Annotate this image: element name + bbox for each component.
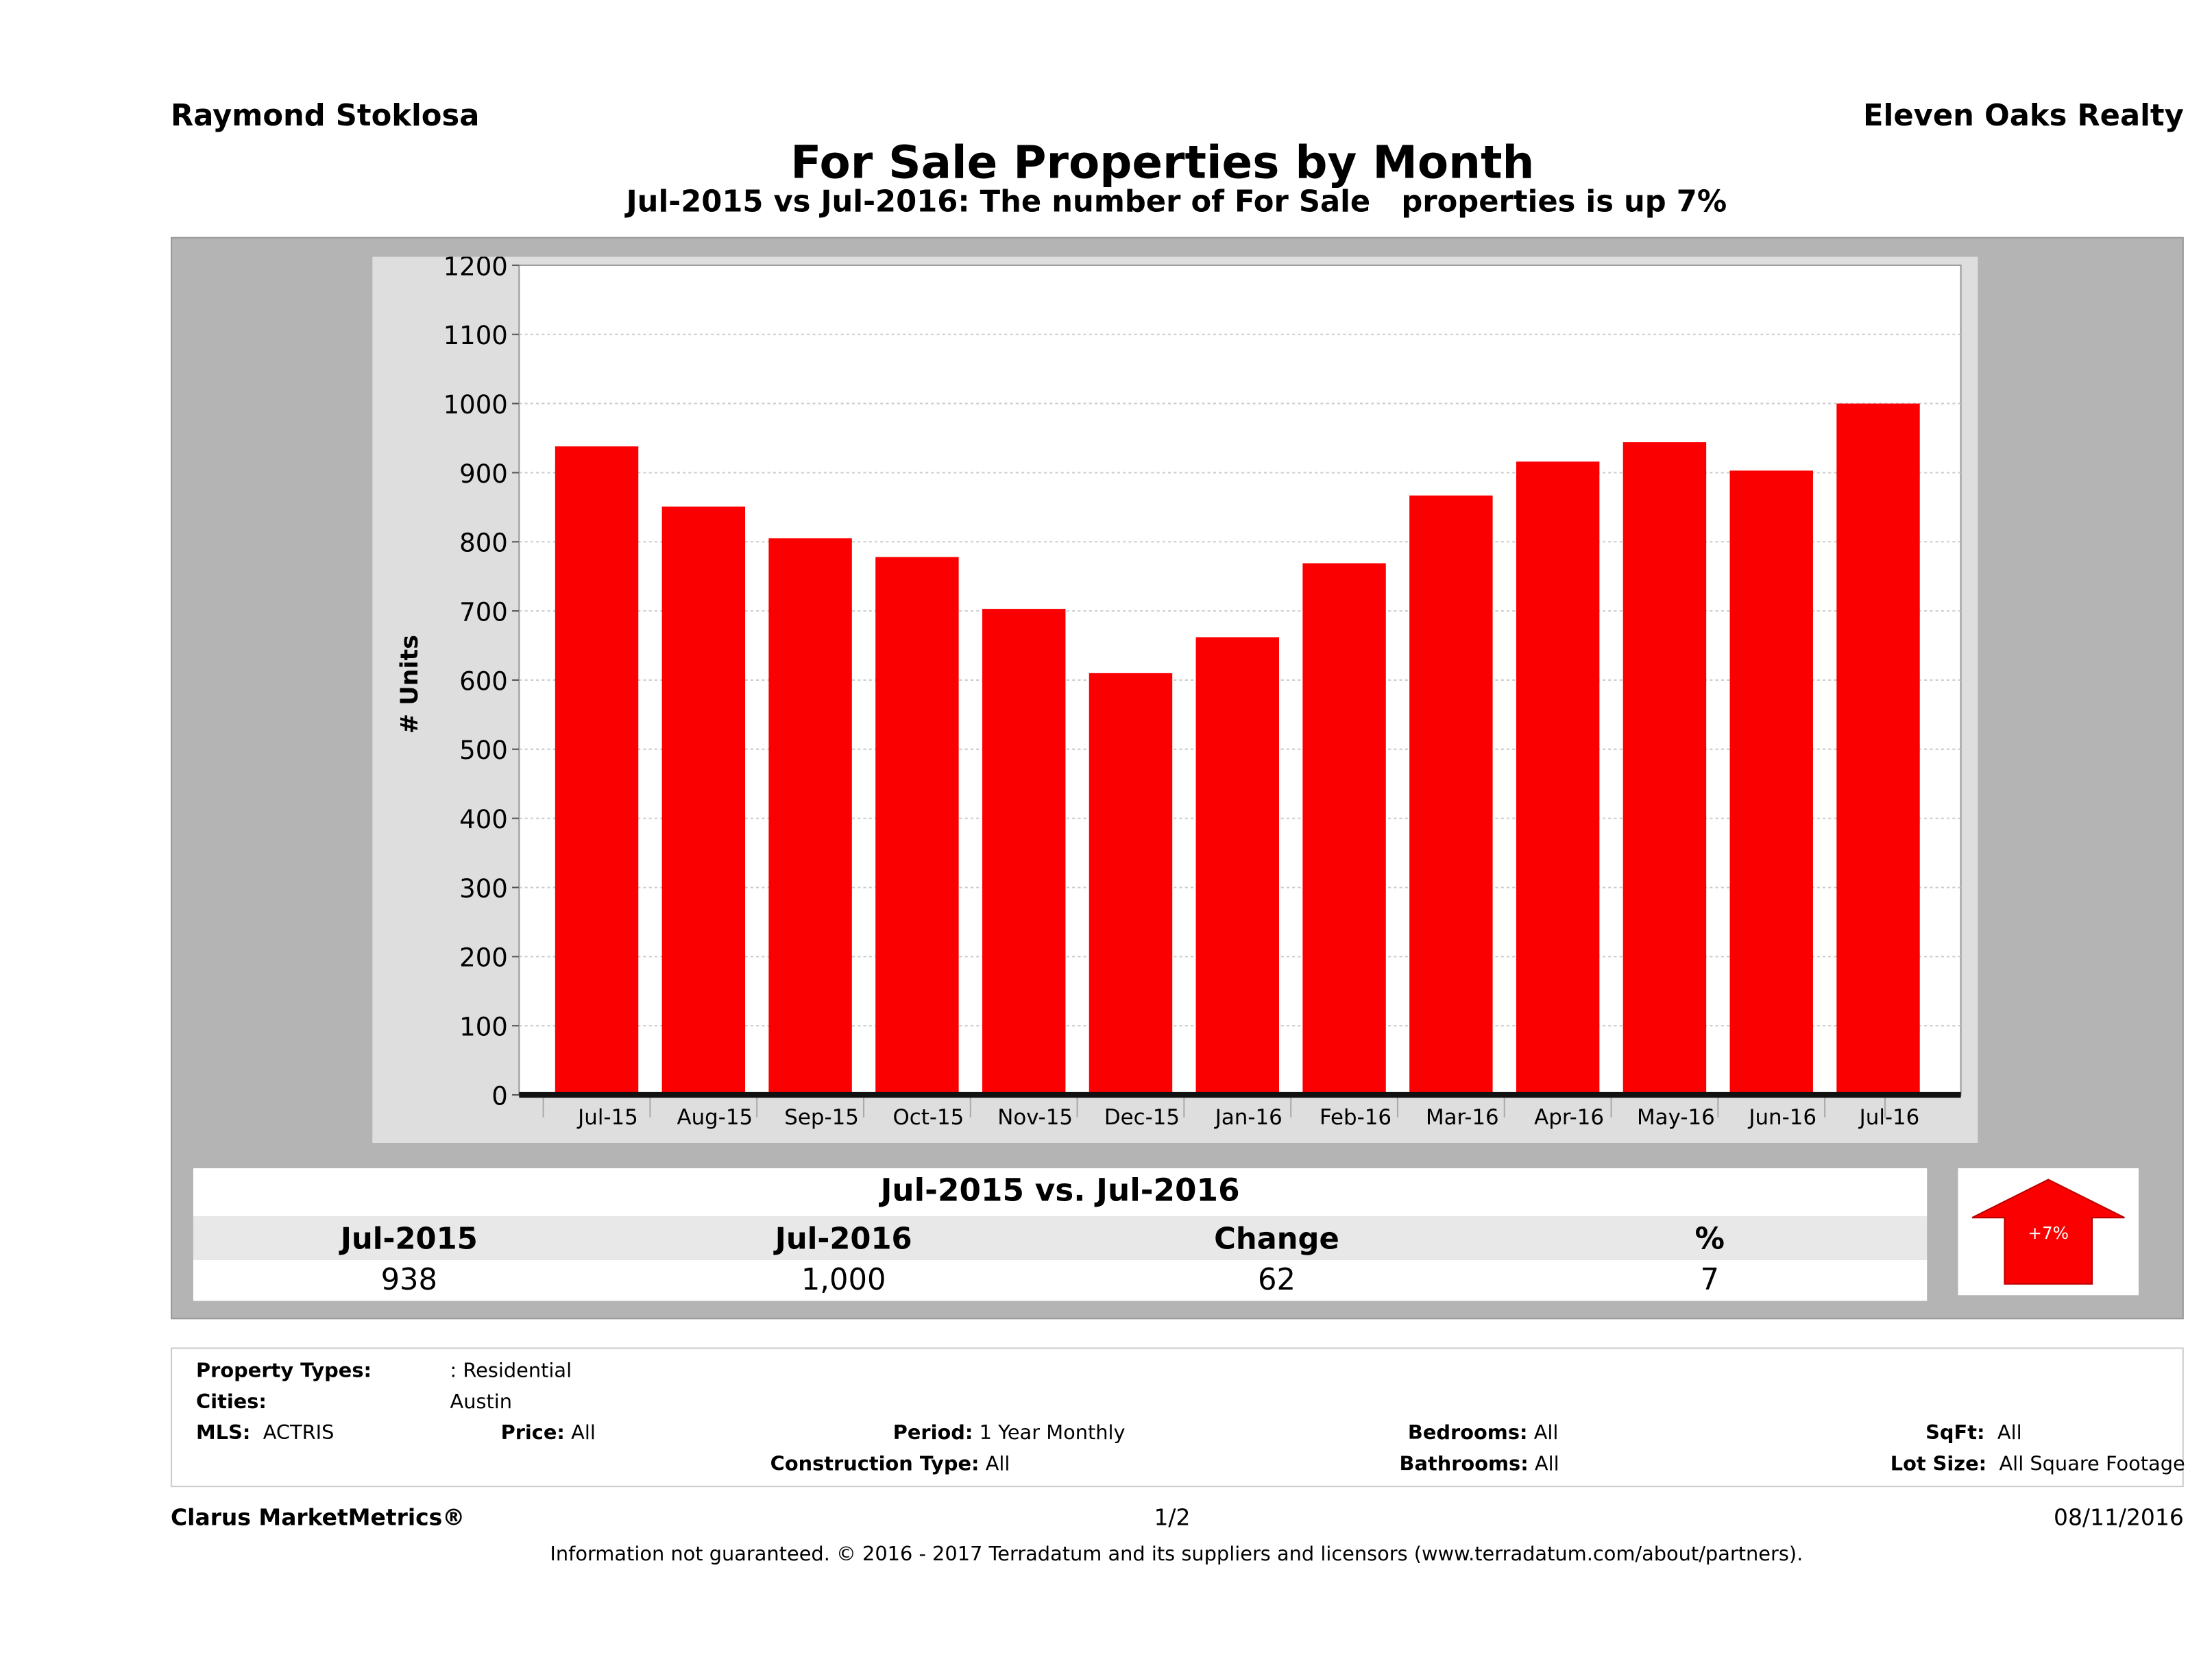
filter-value: All Square Footage [1999,1453,2185,1476]
bar [1089,673,1173,1096]
summary-value: 1,000 [801,1262,886,1297]
y-tick-label: 1000 [443,390,508,420]
filters-box: Property Types: : Residential Cities: Au… [171,1347,2185,1488]
x-ticks: Jul-15 Aug-15 Sep-15 Oct-15 Nov-15 Dec-15 Jan-… [519,1091,1961,1130]
agent-name: Raymond Stoklosa [171,99,480,133]
bar [1836,403,1920,1096]
filter-label: Construction Type: [770,1453,980,1476]
filter-label: Lot Size: [1890,1453,1987,1476]
filter-value: All [1534,1453,1559,1476]
filter-value: 1 Year Monthly [979,1422,1126,1445]
filter-label: Property Types: [196,1360,372,1383]
y-tick-label: 200 [459,943,508,973]
x-tick-label: Dec-15 [1104,1105,1180,1130]
bars [555,403,1920,1096]
bar [661,506,746,1096]
bar [1516,461,1600,1096]
bar [1622,442,1707,1096]
y-tick-label: 500 [459,736,508,765]
bar [555,446,639,1096]
disclaimer: Information not guaranteed. © 2016 - 201… [550,1543,1803,1567]
filter-label: Cities: [196,1391,267,1414]
filter-label: Bedrooms: [1407,1422,1528,1445]
x-tick-label: Feb-16 [1320,1105,1391,1130]
y-tick-label: 300 [459,874,508,904]
y-axis-label: # Units [396,635,424,734]
bar [1409,495,1493,1096]
filter-label: SqFt: [1925,1422,1985,1445]
summary-col-header: Jul-2015 [340,1222,478,1256]
y-tick-label: 700 [459,598,508,627]
y-tick-label: 900 [459,459,508,489]
report-date: 08/11/2016 [2053,1503,2184,1531]
y-tick-label: 600 [459,666,508,696]
y-tick-label: 1100 [443,321,508,350]
y-tick-label: 800 [459,529,508,558]
x-tick-label: Nov-15 [997,1105,1073,1130]
x-tick-label: Jan-16 [1214,1105,1283,1130]
x-tick-label: Sep-15 [784,1105,859,1130]
x-tick-label: Jul-16 [1858,1105,1920,1130]
y-tick-label: 1200 [443,257,508,282]
bar [1195,637,1279,1096]
up-arrow-icon: +7% [1971,1179,2125,1285]
bar [875,557,959,1096]
summary-value: 62 [1257,1262,1296,1297]
filter-value: ACTRIS [263,1422,335,1445]
y-ticks: 0 100 200 300 400 500 600 700 800 900 1000 1100 1200 [443,257,520,1111]
y-tick-label: 100 [459,1013,508,1042]
summary-header-row: Jul-2015 Jul-2016 Change % [193,1216,1928,1260]
change-badge: +7% [1958,1168,2139,1296]
filter-label: Price: [500,1422,565,1445]
filter-value: All [571,1422,596,1445]
filter-value: : Residential [450,1360,572,1383]
brokerage-name: Eleven Oaks Realty [1863,99,2184,133]
filter-label: Period: [892,1422,973,1445]
summary-value: 7 [1700,1262,1720,1297]
filter-label: MLS: [196,1422,251,1445]
bar [982,609,1066,1096]
y-tick-label: 0 [491,1081,508,1111]
page-subtitle: Jul-2015 vs Jul-2016: The number of For … [626,184,1727,219]
summary-heading: Jul-2015 vs. Jul-2016 [193,1168,1928,1216]
x-tick-label: May-16 [1637,1105,1715,1130]
filter-value: Austin [450,1391,513,1414]
filter-value: All [985,1453,1010,1476]
filter-label: Bathrooms: [1399,1453,1529,1476]
footer-brand: Clarus MarketMetrics® [171,1503,465,1531]
change-badge-label: +7% [2028,1223,2069,1243]
bar [1302,563,1386,1096]
x-tick-label: Mar-16 [1426,1105,1499,1130]
summary-col-header: Jul-2016 [775,1222,912,1256]
bar-chart: 0 100 200 300 400 500 600 700 800 900 1000 1100 1200… [396,257,1962,1130]
summary-col-header: % [1694,1222,1725,1256]
x-tick-label: Aug-15 [677,1105,753,1130]
x-tick-label: Apr-16 [1534,1105,1604,1130]
filter-value: All [1997,1422,2022,1445]
x-tick-label: Jun-16 [1747,1105,1816,1130]
summary-value: 938 [380,1262,438,1297]
summary-col-header: Change [1214,1222,1339,1256]
page-title: For Sale Properties by Month [790,135,1535,189]
x-tick-label: Oct-15 [892,1105,964,1130]
summary-value-row: 938 1,000 62 7 [193,1259,1928,1301]
bar [1729,470,1813,1096]
filter-value: All [1533,1422,1559,1445]
page-number: 1/2 [1154,1503,1191,1531]
y-tick-label: 400 [459,805,508,834]
bar [768,538,852,1096]
x-tick-label: Jul-15 [576,1105,638,1130]
